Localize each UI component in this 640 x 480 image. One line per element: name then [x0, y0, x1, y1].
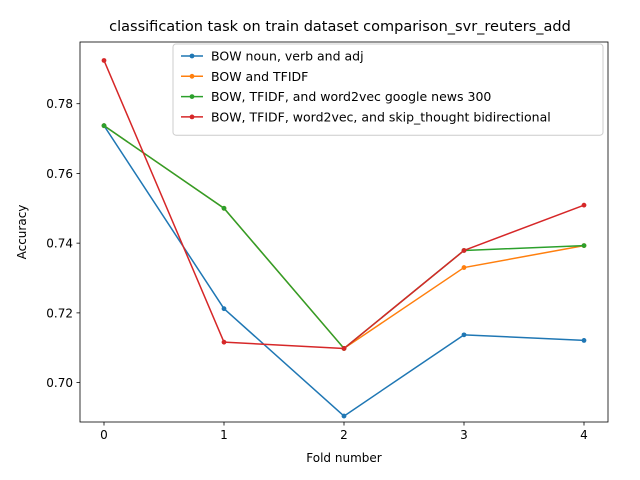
- data-point: [581, 202, 587, 208]
- legend-label: BOW, TFIDF, and word2vec google news 300: [211, 89, 491, 104]
- x-tick-label: 1: [220, 428, 228, 442]
- legend-marker: [189, 53, 195, 59]
- data-point: [341, 413, 347, 419]
- data-point: [461, 332, 467, 338]
- data-point: [461, 265, 467, 270]
- x-tick-label: 2: [340, 428, 348, 442]
- data-point: [221, 339, 227, 345]
- data-point: [581, 338, 587, 343]
- legend-marker: [189, 73, 195, 79]
- y-axis-label: Accuracy: [15, 205, 29, 260]
- y-tick-label: 0.72: [46, 306, 73, 320]
- series-lines: [101, 58, 587, 419]
- legend-box: [172, 43, 604, 136]
- legend-label: BOW and TFIDF: [211, 69, 308, 84]
- x-tick-label: 4: [580, 428, 588, 442]
- x-axis-label: Fold number: [306, 451, 381, 465]
- y-tick-label: 0.78: [46, 97, 73, 111]
- data-point: [221, 205, 227, 211]
- x-tick-label: 0: [100, 428, 108, 442]
- data-point: [101, 58, 107, 63]
- data-point: [101, 123, 107, 129]
- axis-ticks: 0 1 2 3 4 0.70 0.72 0.74 0.76 0.78: [46, 97, 588, 442]
- legend-marker: [189, 94, 195, 99]
- data-point: [581, 243, 587, 248]
- data-point: [221, 306, 227, 312]
- x-tick-label: 3: [460, 428, 468, 442]
- legend-marker: [189, 114, 195, 120]
- legend-label: BOW, TFIDF, word2vec, and skip_thought b…: [211, 109, 551, 124]
- data-point: [341, 346, 347, 351]
- y-tick-label: 0.76: [46, 167, 73, 181]
- legend: BOW noun, verb and adj BOW and TFIDF BOW, …: [172, 43, 604, 136]
- y-tick-label: 0.70: [46, 376, 73, 390]
- legend-label: BOW noun, verb and adj: [211, 49, 364, 64]
- y-tick-label: 0.74: [46, 237, 73, 251]
- plot-frame: [79, 41, 609, 423]
- data-point: [461, 248, 467, 253]
- chart-title: classification task on train dataset com…: [109, 19, 571, 35]
